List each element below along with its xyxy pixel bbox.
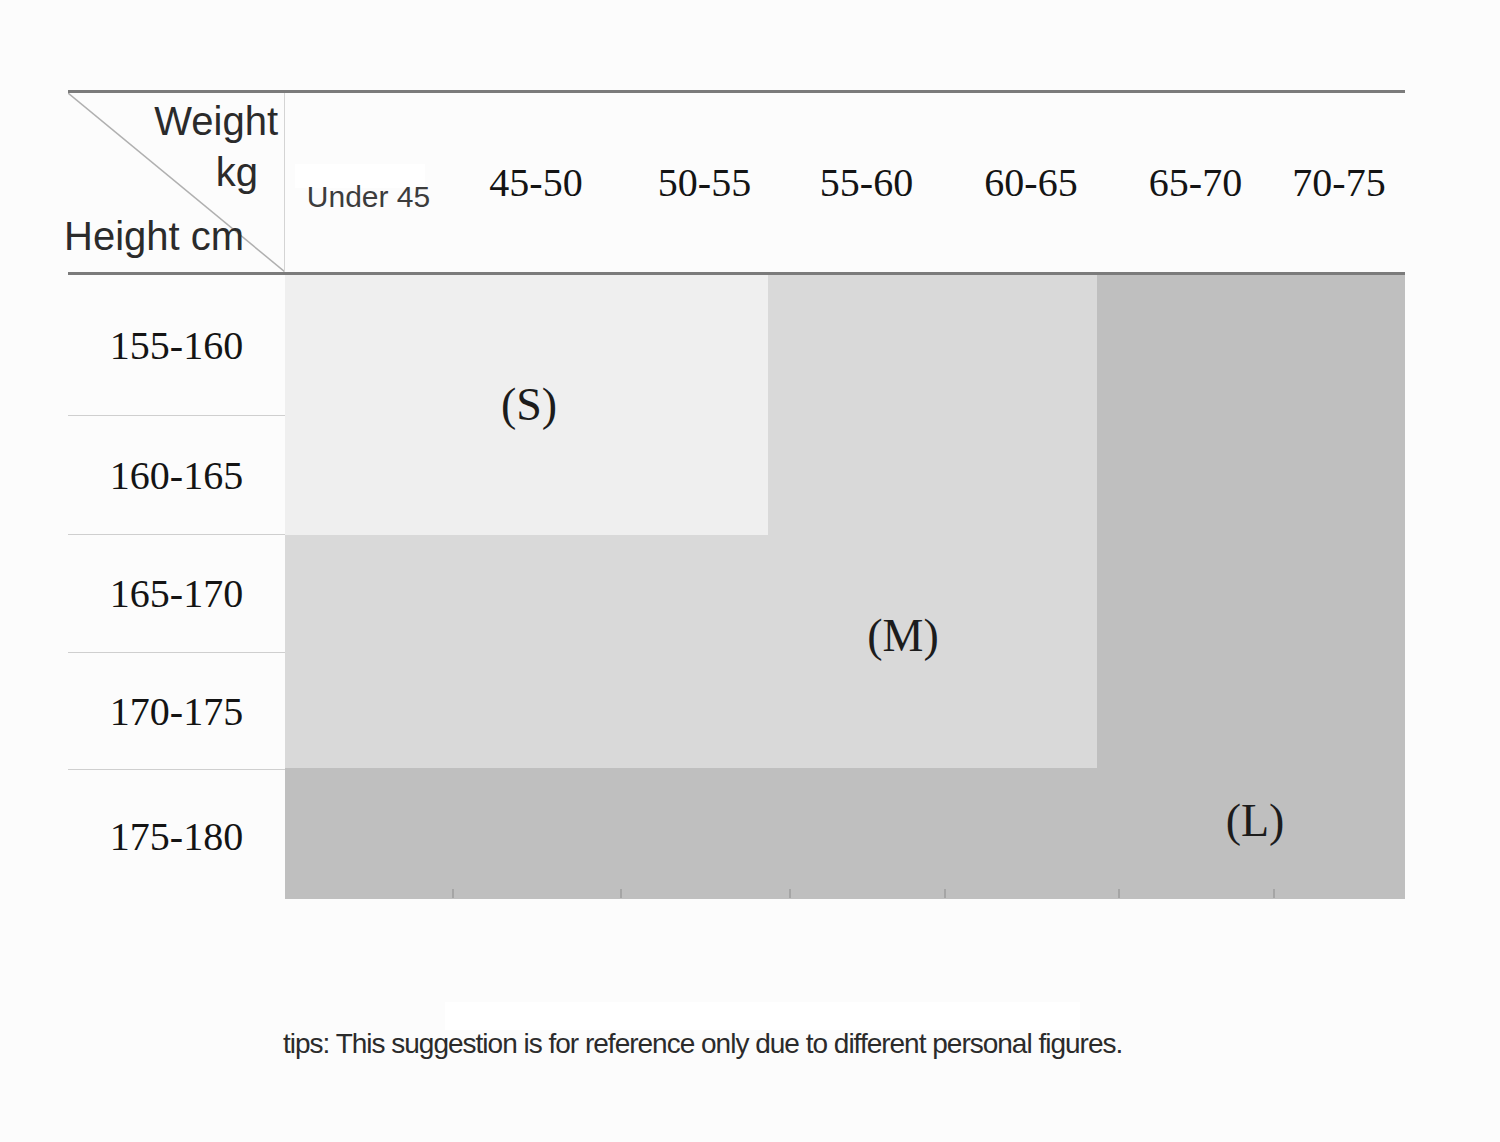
table-body: 155-160160-165165-170170-175175-180 (L)(…	[68, 275, 1405, 902]
size-region-L-label: (L)	[1226, 794, 1285, 847]
height-axis-label: Height cm	[64, 214, 244, 259]
column-header-70-75: 70-75	[1273, 93, 1405, 272]
size-chart-table: Weight kg Height cm Under 4545-5050-5555…	[68, 90, 1405, 902]
weight-axis-label: Weight	[154, 99, 278, 144]
tips-text: tips: This suggestion is for reference o…	[283, 1028, 1122, 1060]
column-headers: Under 4545-5050-5555-6060-6565-7070-75	[285, 93, 1405, 272]
row-labels: 155-160160-165165-170170-175175-180	[68, 275, 285, 902]
column-header-60-65: 60-65	[944, 93, 1118, 272]
row-label-170-175: 170-175	[68, 652, 285, 769]
column-header-65-70: 65-70	[1118, 93, 1273, 272]
weight-axis-unit: kg	[216, 150, 258, 195]
row-label-165-170: 165-170	[68, 534, 285, 652]
tips-highlight-band	[445, 1002, 1080, 1030]
column-boundary-tick	[1273, 889, 1275, 898]
column-header-under-45: Under 45	[285, 93, 452, 272]
row-label-175-180: 175-180	[68, 769, 285, 902]
size-region-M-label: (M)	[867, 609, 939, 662]
column-boundary-tick	[944, 889, 946, 898]
column-header-50-55: 50-55	[620, 93, 789, 272]
row-label-160-165: 160-165	[68, 415, 285, 534]
column-boundary-tick	[1118, 889, 1120, 898]
corner-cell: Weight kg Height cm	[68, 93, 285, 272]
column-boundary-tick	[789, 889, 791, 898]
size-region-S-label: (S)	[501, 378, 557, 431]
column-header-55-60: 55-60	[789, 93, 944, 272]
row-label-155-160: 155-160	[68, 275, 285, 415]
size-region-canvas: (L) (M) (S)	[285, 275, 1405, 899]
column-boundary-tick	[620, 889, 622, 898]
table-header-row: Weight kg Height cm Under 4545-5050-5555…	[68, 93, 1405, 272]
column-header-45-50: 45-50	[452, 93, 620, 272]
column-boundary-tick	[452, 889, 454, 898]
